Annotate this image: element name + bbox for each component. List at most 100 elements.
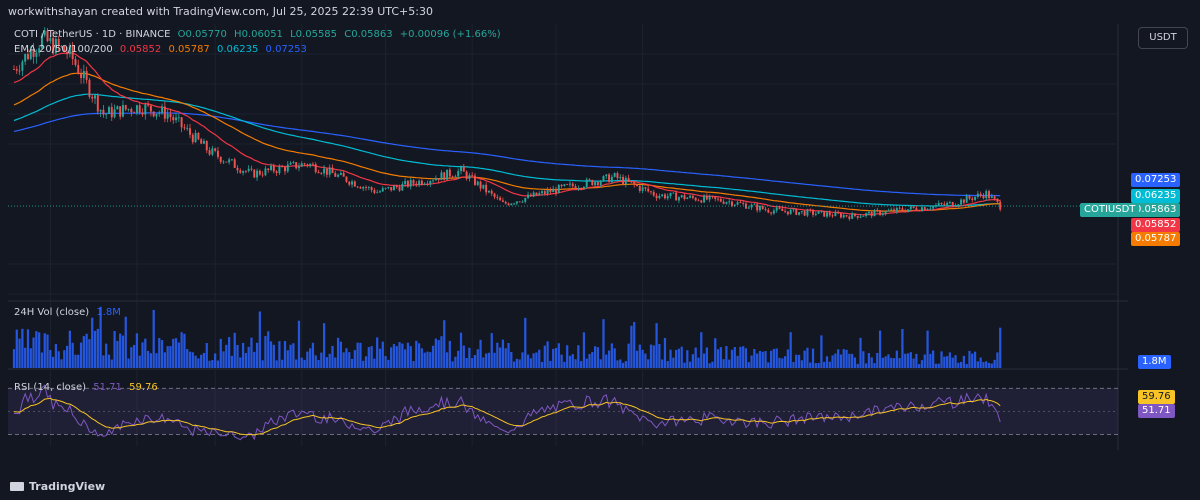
volume-bar <box>457 350 460 368</box>
currency-button[interactable]: USDT <box>1138 27 1188 49</box>
volume-bar <box>739 346 742 368</box>
volume-bar <box>560 354 563 368</box>
candle-body <box>926 208 929 210</box>
candle-body <box>328 167 331 175</box>
candle-body <box>772 210 775 214</box>
candle-body <box>851 213 854 219</box>
volume-bar <box>616 360 619 368</box>
candle-body <box>189 128 191 135</box>
candle-body <box>865 213 868 216</box>
candle-body <box>940 203 943 204</box>
candle-body <box>300 163 303 167</box>
rsi-legend[interactable]: RSI (14, close) 51.71 59.76 <box>14 382 162 393</box>
candle-body <box>510 203 513 206</box>
candle-body <box>473 175 476 185</box>
volume-bar <box>566 345 569 368</box>
volume-bar <box>524 317 527 368</box>
volume-bar <box>999 327 1002 368</box>
volume-bar <box>912 358 915 368</box>
volume-bar <box>613 348 616 368</box>
volume-bar <box>364 356 368 368</box>
volume-bar <box>51 356 55 368</box>
volume-bar <box>957 362 960 368</box>
candle-body <box>222 161 225 163</box>
volume-bar <box>686 350 689 368</box>
volume-bar <box>823 361 826 368</box>
volume-bar <box>722 359 725 368</box>
volume-legend[interactable]: 24H Vol (close) 1.8M <box>14 307 125 318</box>
tradingview-logo[interactable]: TradingView <box>10 480 105 493</box>
volume-bar <box>381 341 384 368</box>
candle-body <box>487 190 490 193</box>
volume-bar <box>973 351 977 368</box>
candle-body <box>932 205 935 209</box>
candle-body <box>412 180 415 184</box>
candle-body <box>15 69 18 71</box>
ema200-value: 0.07253 <box>265 44 307 55</box>
volume-bar <box>624 361 627 368</box>
candle-body <box>733 204 736 206</box>
volume-bar <box>331 345 334 368</box>
candle-body <box>440 172 443 181</box>
candle-body <box>577 188 580 189</box>
candle-body <box>256 170 259 178</box>
volume-bar <box>309 348 312 368</box>
volume-bar <box>507 342 510 368</box>
volume-bar <box>761 351 764 368</box>
candle-body <box>636 184 638 187</box>
volume-bar <box>434 338 437 368</box>
rsi-ma-line <box>13 397 1001 436</box>
ema-legend[interactable]: EMA 20/50/100/200 0.05852 0.05787 0.0623… <box>14 44 311 55</box>
candle-body <box>806 209 809 216</box>
candle-body <box>993 196 996 199</box>
volume-bar <box>387 359 390 368</box>
candle-body <box>499 197 502 201</box>
volume-bar <box>814 363 817 368</box>
candle-body <box>264 168 267 176</box>
candle-body <box>451 176 454 178</box>
volume-bar <box>898 358 901 368</box>
candle-body <box>270 165 273 171</box>
candle-body <box>460 166 462 172</box>
volume-bar <box>649 344 653 368</box>
candle-body <box>434 178 437 181</box>
candle-body <box>52 38 55 54</box>
price-badge-0.05852: 0.05852 <box>1131 218 1181 232</box>
volume-bar <box>574 359 577 368</box>
volume-bar <box>577 345 580 368</box>
volume-bar <box>929 353 932 368</box>
chart-canvas[interactable]: 0.160000.140000.120000.100000.02000-0.00… <box>8 24 1128 450</box>
volume-bar <box>138 355 141 368</box>
candle-body <box>348 181 351 185</box>
candle-body <box>496 196 499 198</box>
volume-bar <box>976 361 979 368</box>
candle-body <box>297 166 300 169</box>
candle-body <box>158 112 161 114</box>
candle-body <box>976 193 979 197</box>
symbol-label[interactable]: COTI / TetherUS · 1D · BINANCE <box>14 29 171 40</box>
volume-bar <box>593 346 597 368</box>
volume-bar <box>803 350 806 368</box>
candle-body <box>566 184 569 186</box>
candle-body <box>110 107 113 118</box>
candle-body <box>638 186 641 191</box>
candle-body <box>18 70 21 72</box>
volume-bar <box>783 356 787 368</box>
candle-body <box>409 180 412 187</box>
candle-body <box>54 38 57 54</box>
candle-body <box>507 203 510 206</box>
volume-bar <box>683 362 686 368</box>
volume-bar <box>247 346 250 368</box>
volume-bar <box>228 337 231 368</box>
volume-bar <box>63 350 66 368</box>
volume-bar <box>378 348 382 368</box>
candle-body <box>303 163 306 165</box>
candle-body <box>853 213 856 216</box>
candle-body <box>703 195 706 203</box>
volume-bar <box>795 354 798 368</box>
volume-bar <box>591 352 594 368</box>
candle-body <box>758 205 761 211</box>
volume-bar <box>15 329 18 368</box>
candle-body <box>468 175 471 179</box>
ema200-line <box>13 112 1001 197</box>
